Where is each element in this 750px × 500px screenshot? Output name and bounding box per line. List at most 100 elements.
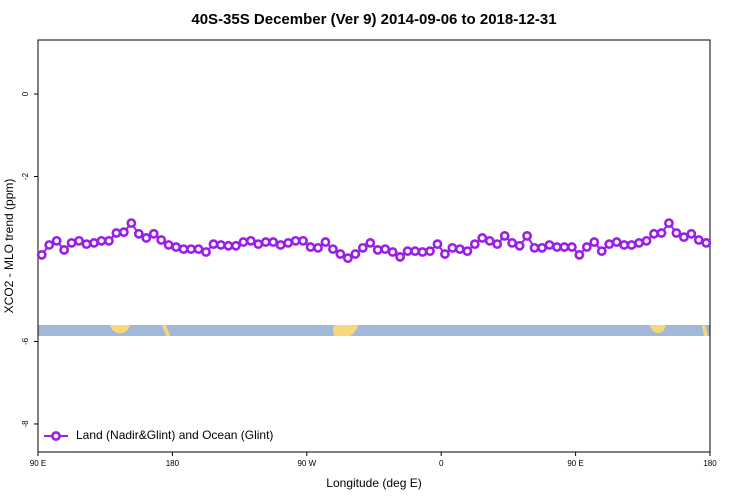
data-point <box>693 235 704 245</box>
data-point <box>59 245 70 255</box>
data-point <box>193 244 204 254</box>
data-point <box>44 240 55 250</box>
data-point <box>559 242 570 252</box>
data-point <box>417 247 428 257</box>
data-point <box>216 240 226 250</box>
data-point <box>357 242 368 253</box>
data-point <box>223 240 234 251</box>
data-point <box>589 237 600 247</box>
data-point <box>320 237 331 247</box>
data-point <box>171 242 182 252</box>
data-point <box>566 242 577 252</box>
data-point <box>328 244 338 254</box>
data-point <box>104 235 114 246</box>
data-point <box>126 218 137 229</box>
data-point <box>484 235 495 246</box>
data-point <box>118 227 129 238</box>
data-point <box>141 233 152 243</box>
data-point <box>133 228 144 239</box>
x-tick-label: 90 E <box>30 459 46 468</box>
data-point <box>156 235 167 245</box>
data-point <box>342 253 353 264</box>
data-point <box>387 247 398 257</box>
data-point <box>469 239 480 250</box>
data-point <box>313 242 323 253</box>
data-point <box>671 228 682 238</box>
y-axis-label: XCO2 - MLO trend (ppm) <box>2 179 16 314</box>
data-point <box>395 252 406 262</box>
data-point <box>440 249 450 259</box>
data-point <box>372 245 383 255</box>
data-point <box>305 242 316 252</box>
data-point <box>611 237 622 247</box>
data-point <box>81 239 92 250</box>
data-point <box>36 249 47 260</box>
data-point <box>604 239 615 250</box>
data-point <box>335 249 346 259</box>
data-point <box>574 249 585 260</box>
data-point <box>74 235 84 246</box>
data-point <box>477 233 488 243</box>
data-point <box>686 228 697 239</box>
data-point <box>581 242 592 252</box>
data-point <box>596 246 607 257</box>
data-point <box>66 238 77 248</box>
data-point <box>462 246 473 257</box>
data-point <box>253 239 264 250</box>
data-point <box>507 238 518 248</box>
data-point <box>298 235 308 246</box>
data-point <box>425 246 435 257</box>
data-point <box>522 230 532 241</box>
data-point <box>245 235 256 246</box>
y-tick-label: -2 <box>21 172 30 180</box>
data-point <box>238 237 249 247</box>
data-point <box>163 240 174 250</box>
data-point <box>678 232 689 243</box>
y-tick-label: -8 <box>21 420 30 428</box>
data-point <box>447 242 458 253</box>
data-point <box>201 247 211 257</box>
x-tick-label: 180 <box>703 459 717 468</box>
data-point <box>402 246 413 257</box>
data-point <box>290 235 301 246</box>
data-point <box>410 246 420 257</box>
x-tick-label: 90 W <box>297 459 316 468</box>
x-tick-label: 90 E <box>567 459 583 468</box>
data-point <box>350 249 361 259</box>
data-point <box>432 239 443 250</box>
data-point <box>619 240 630 250</box>
data-point <box>514 240 525 251</box>
data-point <box>178 244 189 254</box>
map-strip <box>38 325 710 336</box>
data-point <box>537 242 547 253</box>
data-point <box>275 240 286 250</box>
data-point <box>96 235 107 246</box>
data-point <box>268 237 279 247</box>
y-tick-label: 0 <box>21 91 30 96</box>
data-point <box>51 235 62 246</box>
data-point <box>283 238 294 248</box>
data-point <box>656 228 667 238</box>
data-point <box>380 244 391 254</box>
chart-title: 40S-35S December (Ver 9) 2014-09-06 to 2… <box>191 11 556 28</box>
data-point <box>499 230 510 241</box>
data-point <box>260 237 271 247</box>
y-tick-label: -6 <box>21 337 30 345</box>
data-point <box>634 238 644 248</box>
x-tick-label: 180 <box>166 459 180 468</box>
data-point <box>89 238 99 248</box>
data-point <box>664 218 674 229</box>
data-point <box>626 240 637 250</box>
data-point <box>208 239 219 250</box>
data-point <box>148 228 159 239</box>
data-point <box>641 235 652 246</box>
data-point <box>529 242 540 253</box>
x-tick-label: 0 <box>439 459 444 468</box>
data-point <box>365 238 376 248</box>
data-point <box>454 244 465 254</box>
legend-label: Land (Nadir&Glint) and Ocean (Glint) <box>76 428 273 442</box>
data-point <box>230 240 241 251</box>
x-axis-label: Longitude (deg E) <box>326 476 421 490</box>
data-point <box>186 244 196 254</box>
